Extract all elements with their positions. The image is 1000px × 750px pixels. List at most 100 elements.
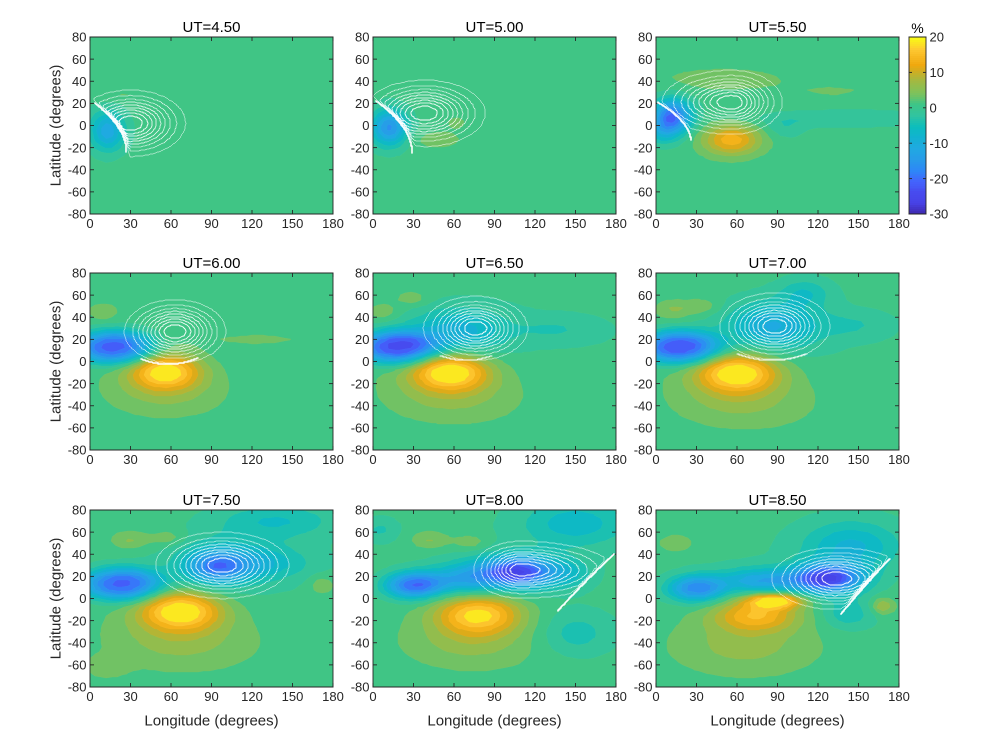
svg-text:-40: -40 bbox=[68, 635, 87, 650]
svg-text:UT=5.50: UT=5.50 bbox=[749, 19, 807, 36]
svg-text:-40: -40 bbox=[634, 398, 653, 413]
svg-text:30: 30 bbox=[689, 689, 703, 704]
svg-text:60: 60 bbox=[638, 525, 652, 540]
svg-text:80: 80 bbox=[72, 30, 86, 45]
svg-text:-60: -60 bbox=[68, 421, 87, 436]
svg-text:40: 40 bbox=[638, 74, 652, 89]
svg-text:180: 180 bbox=[888, 689, 910, 704]
svg-text:-20: -20 bbox=[634, 613, 653, 628]
svg-text:-80: -80 bbox=[634, 207, 653, 222]
svg-text:150: 150 bbox=[565, 452, 587, 467]
svg-text:150: 150 bbox=[565, 216, 587, 231]
svg-text:180: 180 bbox=[322, 689, 344, 704]
svg-text:30: 30 bbox=[406, 689, 420, 704]
svg-text:0: 0 bbox=[79, 591, 86, 606]
svg-text:120: 120 bbox=[524, 216, 546, 231]
svg-text:-80: -80 bbox=[68, 443, 87, 458]
svg-text:-40: -40 bbox=[68, 162, 87, 177]
svg-text:60: 60 bbox=[730, 452, 744, 467]
svg-text:120: 120 bbox=[807, 689, 829, 704]
svg-text:40: 40 bbox=[72, 74, 86, 89]
svg-text:80: 80 bbox=[638, 30, 652, 45]
svg-text:150: 150 bbox=[282, 689, 304, 704]
svg-text:20: 20 bbox=[638, 332, 652, 347]
svg-text:40: 40 bbox=[355, 74, 369, 89]
svg-text:60: 60 bbox=[730, 216, 744, 231]
svg-text:0: 0 bbox=[362, 591, 369, 606]
svg-text:90: 90 bbox=[487, 689, 501, 704]
svg-text:40: 40 bbox=[355, 310, 369, 325]
svg-text:-10: -10 bbox=[930, 136, 949, 151]
svg-text:0: 0 bbox=[645, 118, 652, 133]
svg-text:30: 30 bbox=[123, 452, 137, 467]
svg-text:90: 90 bbox=[204, 452, 218, 467]
svg-text:Longitude (degrees): Longitude (degrees) bbox=[427, 712, 561, 729]
svg-text:Longitude (degrees): Longitude (degrees) bbox=[144, 712, 278, 729]
svg-text:80: 80 bbox=[355, 266, 369, 281]
svg-text:60: 60 bbox=[355, 52, 369, 67]
svg-text:-80: -80 bbox=[634, 680, 653, 695]
svg-text:40: 40 bbox=[355, 547, 369, 562]
svg-text:-60: -60 bbox=[351, 421, 370, 436]
svg-text:-80: -80 bbox=[68, 680, 87, 695]
svg-text:30: 30 bbox=[689, 216, 703, 231]
svg-text:-60: -60 bbox=[634, 658, 653, 673]
svg-text:0: 0 bbox=[645, 354, 652, 369]
svg-text:UT=8.50: UT=8.50 bbox=[749, 492, 807, 509]
svg-text:20: 20 bbox=[355, 569, 369, 584]
svg-text:40: 40 bbox=[72, 547, 86, 562]
svg-text:90: 90 bbox=[770, 452, 784, 467]
svg-text:120: 120 bbox=[241, 452, 263, 467]
svg-text:-20: -20 bbox=[351, 613, 370, 628]
svg-text:%: % bbox=[911, 20, 923, 36]
svg-text:-20: -20 bbox=[634, 140, 653, 155]
svg-text:120: 120 bbox=[524, 689, 546, 704]
svg-text:150: 150 bbox=[282, 216, 304, 231]
svg-text:0: 0 bbox=[86, 689, 93, 704]
svg-text:0: 0 bbox=[86, 452, 93, 467]
svg-text:120: 120 bbox=[241, 216, 263, 231]
svg-text:Latitude (degrees): Latitude (degrees) bbox=[48, 538, 65, 660]
svg-text:0: 0 bbox=[369, 452, 376, 467]
svg-text:0: 0 bbox=[86, 216, 93, 231]
svg-text:40: 40 bbox=[72, 310, 86, 325]
svg-text:20: 20 bbox=[72, 332, 86, 347]
svg-text:80: 80 bbox=[638, 266, 652, 281]
svg-text:180: 180 bbox=[888, 216, 910, 231]
svg-text:0: 0 bbox=[362, 118, 369, 133]
svg-text:0: 0 bbox=[79, 118, 86, 133]
svg-text:UT=6.00: UT=6.00 bbox=[183, 255, 241, 272]
svg-text:-60: -60 bbox=[68, 185, 87, 200]
svg-text:120: 120 bbox=[807, 216, 829, 231]
svg-text:UT=4.50: UT=4.50 bbox=[183, 19, 241, 36]
svg-text:60: 60 bbox=[355, 525, 369, 540]
svg-text:60: 60 bbox=[730, 689, 744, 704]
svg-text:60: 60 bbox=[72, 288, 86, 303]
svg-text:60: 60 bbox=[164, 452, 178, 467]
svg-text:30: 30 bbox=[406, 452, 420, 467]
svg-text:-30: -30 bbox=[930, 207, 949, 222]
svg-text:-80: -80 bbox=[351, 680, 370, 695]
svg-text:Latitude (degrees): Latitude (degrees) bbox=[48, 301, 65, 423]
svg-text:0: 0 bbox=[652, 452, 659, 467]
svg-text:-60: -60 bbox=[68, 658, 87, 673]
svg-text:-80: -80 bbox=[351, 207, 370, 222]
svg-text:60: 60 bbox=[72, 525, 86, 540]
svg-text:30: 30 bbox=[689, 452, 703, 467]
svg-text:60: 60 bbox=[447, 689, 461, 704]
svg-text:150: 150 bbox=[848, 216, 870, 231]
svg-text:60: 60 bbox=[638, 52, 652, 67]
svg-text:UT=7.00: UT=7.00 bbox=[749, 255, 807, 272]
svg-text:90: 90 bbox=[204, 216, 218, 231]
svg-text:20: 20 bbox=[72, 569, 86, 584]
svg-text:90: 90 bbox=[770, 689, 784, 704]
svg-text:0: 0 bbox=[362, 354, 369, 369]
svg-text:20: 20 bbox=[638, 96, 652, 111]
svg-text:-60: -60 bbox=[634, 185, 653, 200]
svg-text:60: 60 bbox=[447, 216, 461, 231]
svg-text:-20: -20 bbox=[68, 613, 87, 628]
svg-text:20: 20 bbox=[355, 332, 369, 347]
svg-text:-80: -80 bbox=[351, 443, 370, 458]
svg-text:UT=7.50: UT=7.50 bbox=[183, 492, 241, 509]
svg-text:80: 80 bbox=[355, 30, 369, 45]
